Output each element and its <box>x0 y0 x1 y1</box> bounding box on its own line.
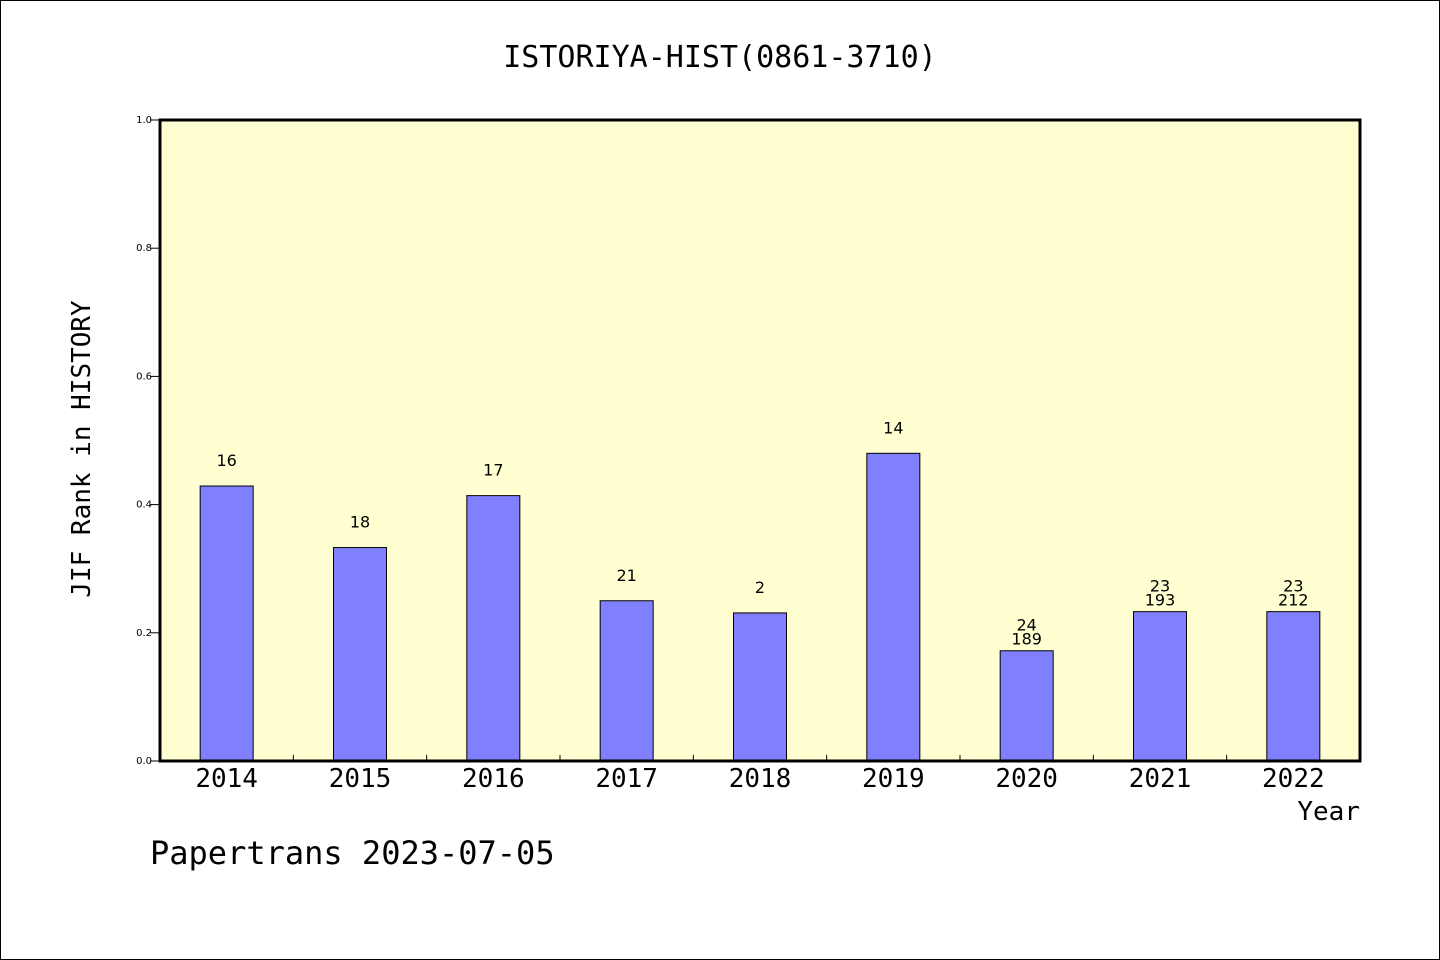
x-tick-label: 2014 <box>195 764 258 794</box>
chart-title: ISTORIYA-HIST(0861-3710) <box>503 40 936 75</box>
bar-label-primary: 17 <box>483 461 503 480</box>
x-tick-label: 2020 <box>995 764 1058 794</box>
x-tick-label: 2018 <box>729 764 792 794</box>
y-tick-label: 0.8 <box>136 243 152 254</box>
bar-label-primary: 14 <box>883 418 903 437</box>
bar-2019 <box>866 452 921 762</box>
bar-2020 <box>999 650 1054 762</box>
bar-label-primary: 24 <box>1016 616 1036 635</box>
y-tick-label: 1.0 <box>136 115 152 126</box>
y-tick-label: 0.0 <box>136 756 152 767</box>
bar-2018 <box>733 612 787 762</box>
bar-2016 <box>466 495 521 762</box>
bar-label-primary: 23 <box>1283 577 1303 596</box>
bar-label-primary: 2 <box>755 578 765 597</box>
y-axis: 0.0 0.2 0.4 0.6 0.8 1.0 <box>136 115 160 767</box>
bars-group <box>199 452 1321 762</box>
bar-label-primary: 23 <box>1150 577 1170 596</box>
y-axis-label: JIF Rank in HISTORY <box>67 300 97 598</box>
x-tick-label: 2016 <box>462 764 525 794</box>
x-tick-label: 2015 <box>329 764 392 794</box>
bar-2022 <box>1266 611 1321 762</box>
bar-label-secondary: 212 <box>1278 591 1309 610</box>
x-tick-label: 2021 <box>1129 764 1192 794</box>
bar-label-primary: 16 <box>216 451 236 470</box>
x-tick-label: 2019 <box>862 764 925 794</box>
y-tick-label: 0.2 <box>136 628 152 639</box>
bar-label-secondary: 193 <box>1145 591 1176 610</box>
x-tick-label: 2017 <box>595 764 658 794</box>
x-axis-label: Year <box>1297 797 1360 827</box>
plot-border <box>158 118 1362 763</box>
bar-label-secondary: 189 <box>1011 630 1042 649</box>
bar-label-primary: 18 <box>350 513 370 532</box>
bar-2021 <box>1133 611 1187 762</box>
y-tick-label: 0.6 <box>136 371 152 382</box>
bar-2014 <box>199 485 254 762</box>
x-tick-label: 2022 <box>1262 764 1325 794</box>
bar-2015 <box>333 547 387 762</box>
bar-2017 <box>599 600 654 762</box>
footer-credit: Papertrans 2023-07-05 <box>150 834 555 872</box>
bar-label-primary: 21 <box>616 566 636 585</box>
y-tick-label: 0.4 <box>136 500 152 511</box>
x-axis: 2014 2015 2016 2017 2018 2019 2020 2021 2022 <box>195 755 1325 794</box>
